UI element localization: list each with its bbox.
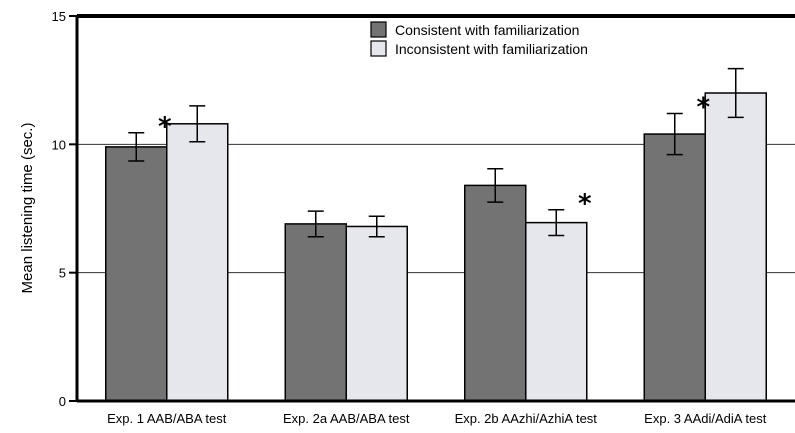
bar: [345, 225, 408, 402]
axes: [75, 14, 795, 403]
legend-label-inconsistent: Inconsistent with familiarization: [395, 41, 588, 57]
significance-markers: * * *: [158, 93, 711, 219]
significance-star: *: [696, 93, 710, 123]
legend-label-consistent: Consistent with familiarization: [395, 22, 579, 38]
significance-star: *: [578, 189, 592, 219]
x-tick-label: Exp. 2b AAzhi/AzhiA test: [455, 411, 598, 426]
bar: [105, 146, 168, 402]
y-tick-label: 10: [52, 137, 66, 152]
error-bars: [128, 67, 744, 238]
bar: [704, 92, 767, 402]
legend-swatch-consistent: [370, 21, 387, 38]
bar: [643, 133, 706, 402]
y-axis-title: Mean listening time (sec.): [19, 123, 36, 294]
x-tick-label: Exp. 3 AAdi/AdiA test: [644, 411, 767, 426]
legend-item-inconsistent: Inconsistent with familiarization: [370, 40, 588, 57]
bar: [166, 123, 229, 402]
y-tick-label: 15: [52, 9, 66, 24]
x-tick-labels: Exp. 1 AAB/ABA test Exp. 2a AAB/ABA test E…: [107, 411, 767, 426]
y-tick-label: 0: [59, 394, 66, 409]
bar: [525, 221, 588, 402]
legend: Consistent with familiarization Inconsis…: [370, 21, 588, 57]
bars: [105, 92, 767, 402]
bar: [284, 223, 347, 402]
legend-swatch-inconsistent: [370, 40, 387, 57]
y-ticks: 0 5 10 15: [52, 9, 77, 409]
bar: [464, 184, 527, 402]
x-tick-label: Exp. 1 AAB/ABA test: [107, 411, 227, 426]
x-tick-label: Exp. 2a AAB/ABA test: [283, 411, 410, 426]
legend-item-consistent: Consistent with familiarization: [370, 21, 579, 38]
significance-star: *: [158, 112, 172, 142]
y-tick-label: 5: [59, 266, 66, 281]
